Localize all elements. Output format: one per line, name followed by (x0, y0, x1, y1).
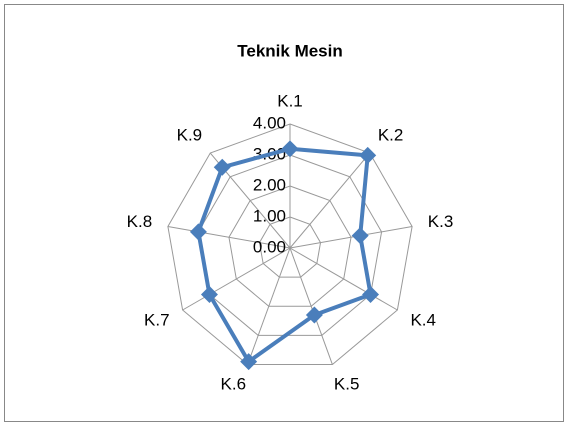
grid-ring (228, 185, 352, 307)
chart-frame (4, 4, 564, 422)
spoke (289, 225, 413, 249)
spoke (182, 247, 291, 311)
category-label: K.5 (334, 375, 360, 394)
r-tick-label: 1.00 (253, 206, 286, 225)
category-label: K.3 (428, 212, 454, 231)
data-point (359, 146, 377, 164)
category-label: K.4 (410, 310, 436, 329)
grid-ring (197, 154, 383, 336)
category-label: K.9 (177, 126, 203, 145)
category-label: K.2 (378, 126, 404, 145)
data-point (189, 223, 207, 241)
r-tick-label: 2.00 (253, 175, 286, 194)
data-point (213, 158, 231, 176)
spoke (289, 247, 333, 365)
spoke (167, 225, 291, 249)
data-point (281, 140, 299, 158)
category-label: K.8 (127, 212, 153, 231)
grid-ring (167, 123, 413, 366)
chart-title: Teknik Mesin (237, 41, 343, 60)
r-tick-label: 0.00 (253, 237, 286, 256)
category-label: K.1 (277, 91, 303, 110)
spoke (247, 247, 291, 365)
series-line (196, 146, 373, 364)
grid-ring (258, 216, 322, 278)
r-tick-label: 4.00 (253, 113, 286, 132)
category-label: K.6 (221, 375, 247, 394)
category-label: K.7 (144, 310, 170, 329)
data-point (200, 286, 218, 303)
data-point (240, 353, 258, 371)
spoke (289, 152, 371, 249)
data-point (362, 286, 380, 303)
data-point (351, 227, 369, 245)
data-point (305, 306, 323, 324)
spoke (289, 247, 398, 311)
